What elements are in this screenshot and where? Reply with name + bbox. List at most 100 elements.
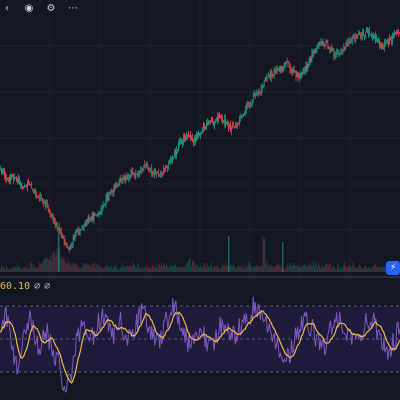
volume-bar [68, 262, 70, 272]
volume-bar [312, 265, 314, 272]
candle-body [312, 51, 314, 54]
volume-bar [330, 263, 331, 272]
candle-body [89, 218, 91, 220]
candle-body [394, 32, 395, 35]
candle-body [173, 157, 174, 159]
volume-bar [283, 268, 285, 272]
candle-body [297, 73, 299, 77]
candle-body [305, 65, 307, 71]
volume-bar [18, 266, 20, 272]
candle-body [346, 42, 348, 47]
volume-bar [15, 267, 17, 272]
volume-bar [311, 265, 313, 272]
volume-bar [221, 264, 223, 272]
lightning-icon[interactable]: ⚡ [386, 261, 400, 275]
volume-bar [203, 265, 205, 272]
candle-body [290, 69, 292, 71]
volume-bar [135, 266, 136, 272]
candle-body [249, 103, 251, 107]
volume-bar [76, 263, 78, 272]
volume-bar [251, 267, 253, 272]
oscillator-pane[interactable] [0, 278, 400, 400]
volume-bar [216, 265, 218, 272]
candle-body [187, 135, 188, 137]
volume-bar [4, 269, 6, 272]
candle-body [43, 202, 45, 204]
candle-body [135, 173, 137, 178]
volume-bar [25, 263, 27, 272]
volume-bar [204, 262, 206, 272]
more-icon[interactable]: ⋯ [66, 1, 80, 15]
candle-body [282, 68, 284, 71]
candle-body [201, 132, 202, 134]
candle-body [97, 213, 99, 216]
volume-bar [161, 262, 162, 272]
volume-bar [147, 267, 148, 272]
volume-bar [340, 267, 341, 272]
volume-bar [347, 267, 348, 272]
candle-body [215, 121, 216, 123]
candle-body [280, 66, 282, 72]
volume-bar [180, 267, 181, 272]
candle-body [223, 120, 224, 123]
volume-bar [29, 260, 31, 272]
volume-bar [329, 263, 330, 272]
volume-bar [133, 264, 134, 272]
volume-bar [103, 268, 105, 272]
candle-body [255, 92, 257, 96]
pane-divider[interactable] [0, 276, 400, 278]
candle-body [40, 196, 42, 201]
candle-body [221, 116, 222, 119]
candle-body [12, 174, 13, 178]
settings-icon[interactable]: ⚙ [44, 1, 58, 15]
volume-bar [380, 266, 381, 272]
candle-body [269, 73, 271, 79]
candle-body [126, 176, 128, 179]
visibility-icon[interactable]: ◉ [22, 1, 36, 15]
volume-bar [148, 267, 149, 272]
candle-body [6, 177, 7, 180]
candle-body [303, 71, 305, 72]
volume-bar [296, 265, 298, 272]
candle-body [234, 126, 235, 128]
volume-bar [45, 257, 47, 272]
volume-bar [52, 251, 54, 272]
volume-bar [173, 265, 174, 272]
volume-bar [92, 263, 94, 272]
volume-bar [106, 265, 108, 272]
volume-bar [121, 267, 122, 272]
candle-body [158, 173, 160, 177]
candle-body [306, 65, 308, 68]
price-pane[interactable] [0, 0, 400, 276]
volume-bar [5, 265, 7, 272]
volume-bar [6, 268, 8, 272]
candle-body [179, 141, 180, 143]
candle-body [68, 248, 70, 250]
candle-body [390, 38, 391, 40]
candle-body [259, 91, 261, 93]
candle-body [27, 181, 28, 188]
volume-bar [322, 266, 323, 272]
volume-bar [309, 262, 311, 272]
candle-body [296, 73, 298, 77]
candle-body [197, 135, 198, 136]
candle-body [18, 178, 19, 184]
candle-body [295, 71, 297, 77]
oscillator-extra-2: ∅ [44, 280, 51, 292]
candle-body [300, 73, 302, 76]
volume-bar [66, 264, 68, 272]
volume-bar [28, 268, 30, 272]
volume-bar [217, 266, 219, 272]
candle-body [147, 163, 149, 168]
candle-body [41, 200, 43, 201]
candle-body [272, 74, 274, 76]
candle-body [308, 61, 310, 65]
volume-bar [10, 268, 12, 272]
volume-bar [290, 265, 292, 272]
volume-bar [239, 266, 241, 272]
volume-bar [117, 269, 119, 272]
candle-body [170, 158, 171, 163]
collapse-icon[interactable]: ‹ [0, 1, 14, 15]
volume-bar [119, 268, 121, 272]
